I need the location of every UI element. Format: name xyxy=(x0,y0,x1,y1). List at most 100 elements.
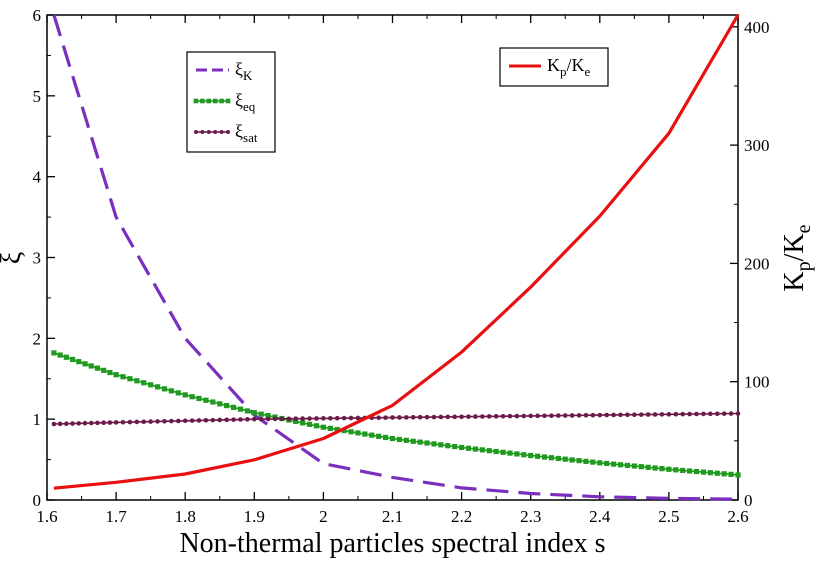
legend-entry-kp-ke: Kp/Ke xyxy=(547,55,591,79)
data-point-xi-eq xyxy=(452,443,458,450)
legend-marker xyxy=(193,98,199,104)
legend-label-subscript: e xyxy=(585,64,591,79)
series-group xyxy=(51,14,741,501)
y-right-tick-label: 200 xyxy=(744,254,770,273)
data-point-xi-eq xyxy=(555,455,561,462)
data-point-xi-sat xyxy=(701,411,706,417)
data-point-xi-eq xyxy=(51,350,57,356)
data-point-xi-eq xyxy=(161,386,168,392)
data-point-xi-sat xyxy=(334,415,340,421)
data-point-xi-eq xyxy=(659,466,665,472)
data-point-xi-sat xyxy=(88,420,94,426)
data-point-xi-eq xyxy=(258,411,264,417)
data-point-xi-eq xyxy=(230,404,237,410)
legend-label-subscript: p xyxy=(560,64,567,79)
data-point-xi-sat xyxy=(728,411,734,416)
data-point-xi-sat xyxy=(95,420,100,426)
data-point-xi-eq xyxy=(355,430,361,436)
data-point-xi-sat xyxy=(238,417,243,422)
data-point-xi-eq xyxy=(735,472,741,478)
data-point-xi-eq xyxy=(127,376,133,382)
data-point-xi-sat xyxy=(569,413,575,418)
data-point-xi-sat xyxy=(500,413,506,419)
data-point-xi-sat xyxy=(134,419,140,425)
data-point-xi-eq xyxy=(445,443,451,449)
data-point-xi-sat xyxy=(556,413,561,418)
x-tick-label: 2.3 xyxy=(520,507,541,526)
data-point-xi-sat xyxy=(611,412,616,418)
data-point-xi-sat xyxy=(417,414,423,420)
data-point-xi-sat xyxy=(659,412,665,417)
legend-right: Kp/Ke xyxy=(499,47,609,87)
data-point-xi-eq xyxy=(300,420,306,426)
data-point-xi-eq xyxy=(101,367,107,373)
data-point-xi-sat xyxy=(231,417,236,422)
data-point-xi-eq xyxy=(631,463,637,469)
data-point-xi-sat xyxy=(652,412,658,417)
data-point-xi-eq xyxy=(693,468,700,475)
legend-label-subscript: eq xyxy=(243,99,256,114)
legend-entry---eq: ξeq xyxy=(235,90,256,114)
data-point-xi-sat xyxy=(542,413,547,419)
data-point-xi-eq xyxy=(251,410,257,416)
data-point-xi-sat xyxy=(175,418,181,424)
data-point-xi-eq xyxy=(57,352,63,358)
data-point-xi-sat xyxy=(127,419,133,425)
data-point-xi-eq xyxy=(224,402,230,409)
data-point-xi-sat xyxy=(694,411,699,417)
data-point-xi-eq xyxy=(438,442,444,448)
data-point-xi-sat xyxy=(286,416,292,422)
data-point-xi-sat xyxy=(265,416,271,422)
y-right-tick-label: 300 xyxy=(744,136,770,155)
data-point-xi-sat xyxy=(57,421,63,427)
y-right-tick-label: 400 xyxy=(744,18,770,37)
data-point-xi-sat xyxy=(438,414,444,420)
data-point-xi-sat xyxy=(376,415,381,421)
data-point-xi-eq xyxy=(576,458,582,464)
data-point-xi-eq xyxy=(217,401,223,407)
legend-marker xyxy=(213,130,218,134)
y-left-tick-label: 2 xyxy=(33,329,42,348)
data-point-xi-eq xyxy=(597,460,603,466)
data-point-xi-sat xyxy=(101,420,106,426)
data-point-xi-eq xyxy=(652,465,658,471)
data-point-xi-sat xyxy=(708,411,713,417)
data-point-xi-eq xyxy=(320,424,326,430)
y-right-label-subscript: e xyxy=(793,224,815,233)
x-tick-label: 1.9 xyxy=(244,507,265,526)
data-point-xi-eq xyxy=(175,390,181,396)
data-point-xi-sat xyxy=(424,414,430,420)
legend-marker xyxy=(206,98,212,104)
data-point-xi-eq xyxy=(107,369,113,376)
legend-label-subscript: K xyxy=(243,68,253,83)
data-point-xi-eq xyxy=(728,471,734,477)
data-point-xi-sat xyxy=(341,415,347,421)
legend-marker xyxy=(200,130,205,134)
data-point-xi-eq xyxy=(403,437,409,443)
data-point-xi-eq xyxy=(611,461,617,467)
data-point-xi-sat xyxy=(70,421,75,426)
data-point-xi-eq xyxy=(306,421,313,427)
data-point-xi-eq xyxy=(507,450,513,456)
data-point-xi-sat xyxy=(632,412,637,418)
data-point-xi-eq xyxy=(389,435,396,442)
data-point-xi-sat xyxy=(51,421,57,427)
data-point-xi-sat xyxy=(189,418,195,423)
data-point-xi-eq xyxy=(562,456,568,462)
legend-label-subscript: sat xyxy=(243,130,258,145)
data-point-xi-eq xyxy=(624,462,631,469)
y-right-label-subscript: p xyxy=(793,261,815,271)
legend-label-text: ξ xyxy=(235,59,243,79)
data-point-xi-sat xyxy=(307,416,312,421)
data-point-xi-eq xyxy=(528,452,534,459)
data-point-xi-eq xyxy=(721,471,727,477)
data-point-xi-eq xyxy=(535,453,541,459)
legend-marker xyxy=(225,98,231,104)
data-point-xi-eq xyxy=(521,452,527,458)
y-left-axis-label: ξ xyxy=(0,252,27,264)
data-point-xi-sat xyxy=(293,416,299,421)
data-point-xi-eq xyxy=(141,380,147,386)
data-point-xi-eq xyxy=(76,359,82,365)
